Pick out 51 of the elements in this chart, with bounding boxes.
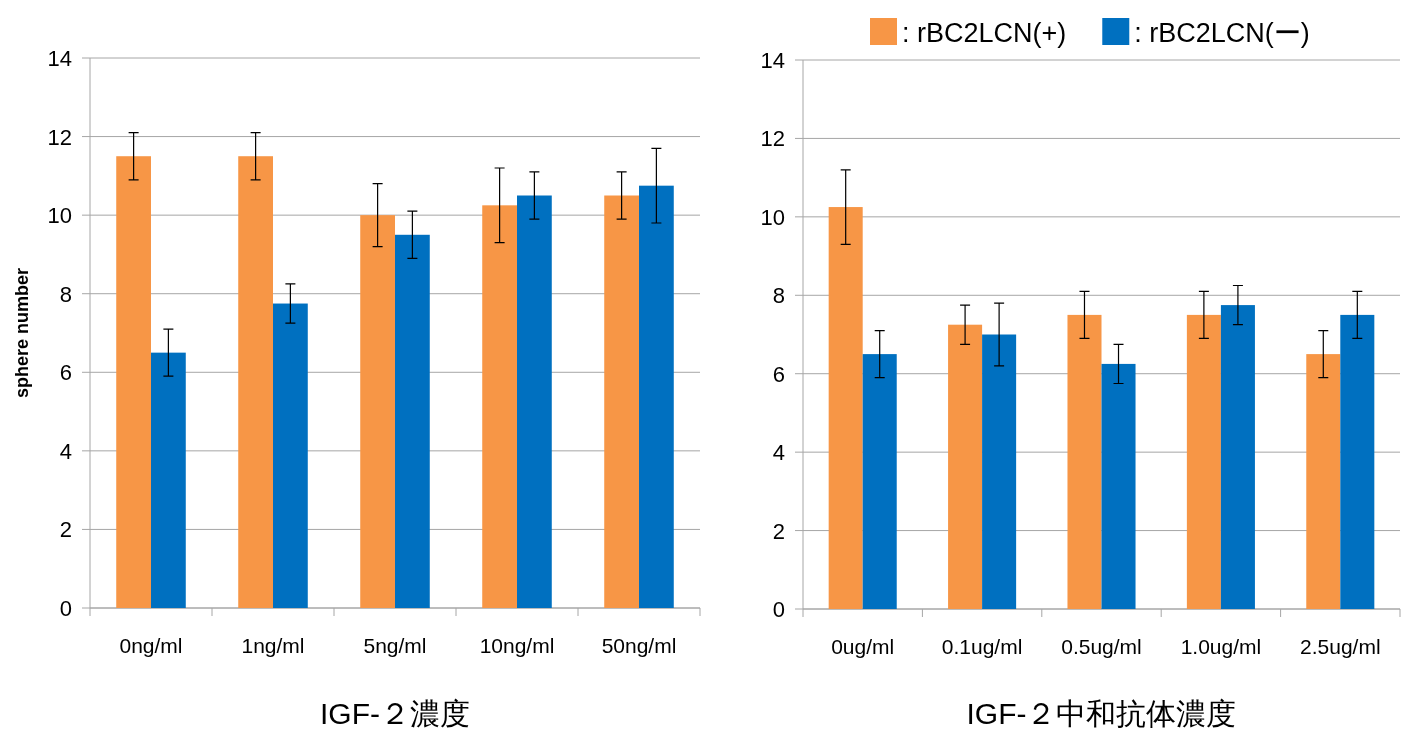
x-tick-label: 1.0ug/ml: [1180, 635, 1262, 658]
y-tick-label: 0: [59, 596, 72, 621]
y-tick-label: 10: [760, 204, 785, 230]
x-tick-label: 0ng/ml: [119, 634, 183, 657]
y-tick-label: 0: [772, 597, 785, 622]
y-tick-label: 6: [59, 360, 72, 386]
bar: [982, 334, 1017, 609]
x-axis-title: IGF-２濃度: [320, 697, 470, 730]
y-tick-label: 2: [772, 518, 785, 544]
y-tick-label: 10: [47, 203, 72, 229]
bar: [273, 303, 308, 608]
bar: [151, 352, 186, 608]
x-tick-label: 1ng/ml: [241, 634, 305, 657]
bar: [828, 207, 863, 609]
bar: [948, 324, 983, 609]
bar: [517, 195, 552, 608]
y-tick-label: 2: [59, 517, 72, 543]
x-axis-title: IGF-２中和抗体濃度: [966, 697, 1237, 730]
x-tick-label: 0.1ug/ml: [941, 635, 1023, 658]
x-tick-label: 2.5ug/ml: [1300, 635, 1381, 658]
bar: [395, 234, 430, 608]
bar: [116, 156, 151, 608]
y-tick-label: 14: [760, 48, 785, 73]
bar: [360, 215, 395, 608]
bar: [482, 205, 517, 608]
bar: [1067, 314, 1102, 609]
x-tick-label: 0.5ug/ml: [1061, 635, 1142, 658]
bar: [238, 156, 273, 608]
x-tick-label: 10ng/ml: [479, 634, 555, 657]
y-tick-label: 14: [47, 46, 72, 71]
bar: [862, 354, 897, 609]
y-tick-label: 8: [59, 281, 72, 307]
legend-label: : rBC2LCN(ー): [1134, 18, 1310, 48]
legend-label: : rBC2LCN(+): [902, 18, 1067, 48]
y-tick-label: 4: [59, 438, 72, 464]
bar: [1340, 314, 1375, 609]
bar: [1220, 305, 1255, 609]
bar: [604, 195, 639, 608]
y-tick-label: 12: [760, 126, 785, 152]
y-axis-title: sphere number: [12, 267, 32, 399]
y-tick-label: 6: [772, 361, 785, 387]
y-tick-label: 12: [47, 124, 72, 150]
y-tick-label: 8: [772, 283, 785, 309]
bar: [639, 185, 674, 608]
y-tick-label: 4: [772, 440, 785, 466]
bar: [1101, 363, 1136, 609]
x-tick-label: 5ng/ml: [363, 634, 427, 657]
bar: [1186, 314, 1221, 609]
x-tick-label: 50ng/ml: [601, 634, 677, 657]
bar: [1306, 354, 1341, 609]
x-tick-label: 0ug/ml: [831, 635, 895, 658]
